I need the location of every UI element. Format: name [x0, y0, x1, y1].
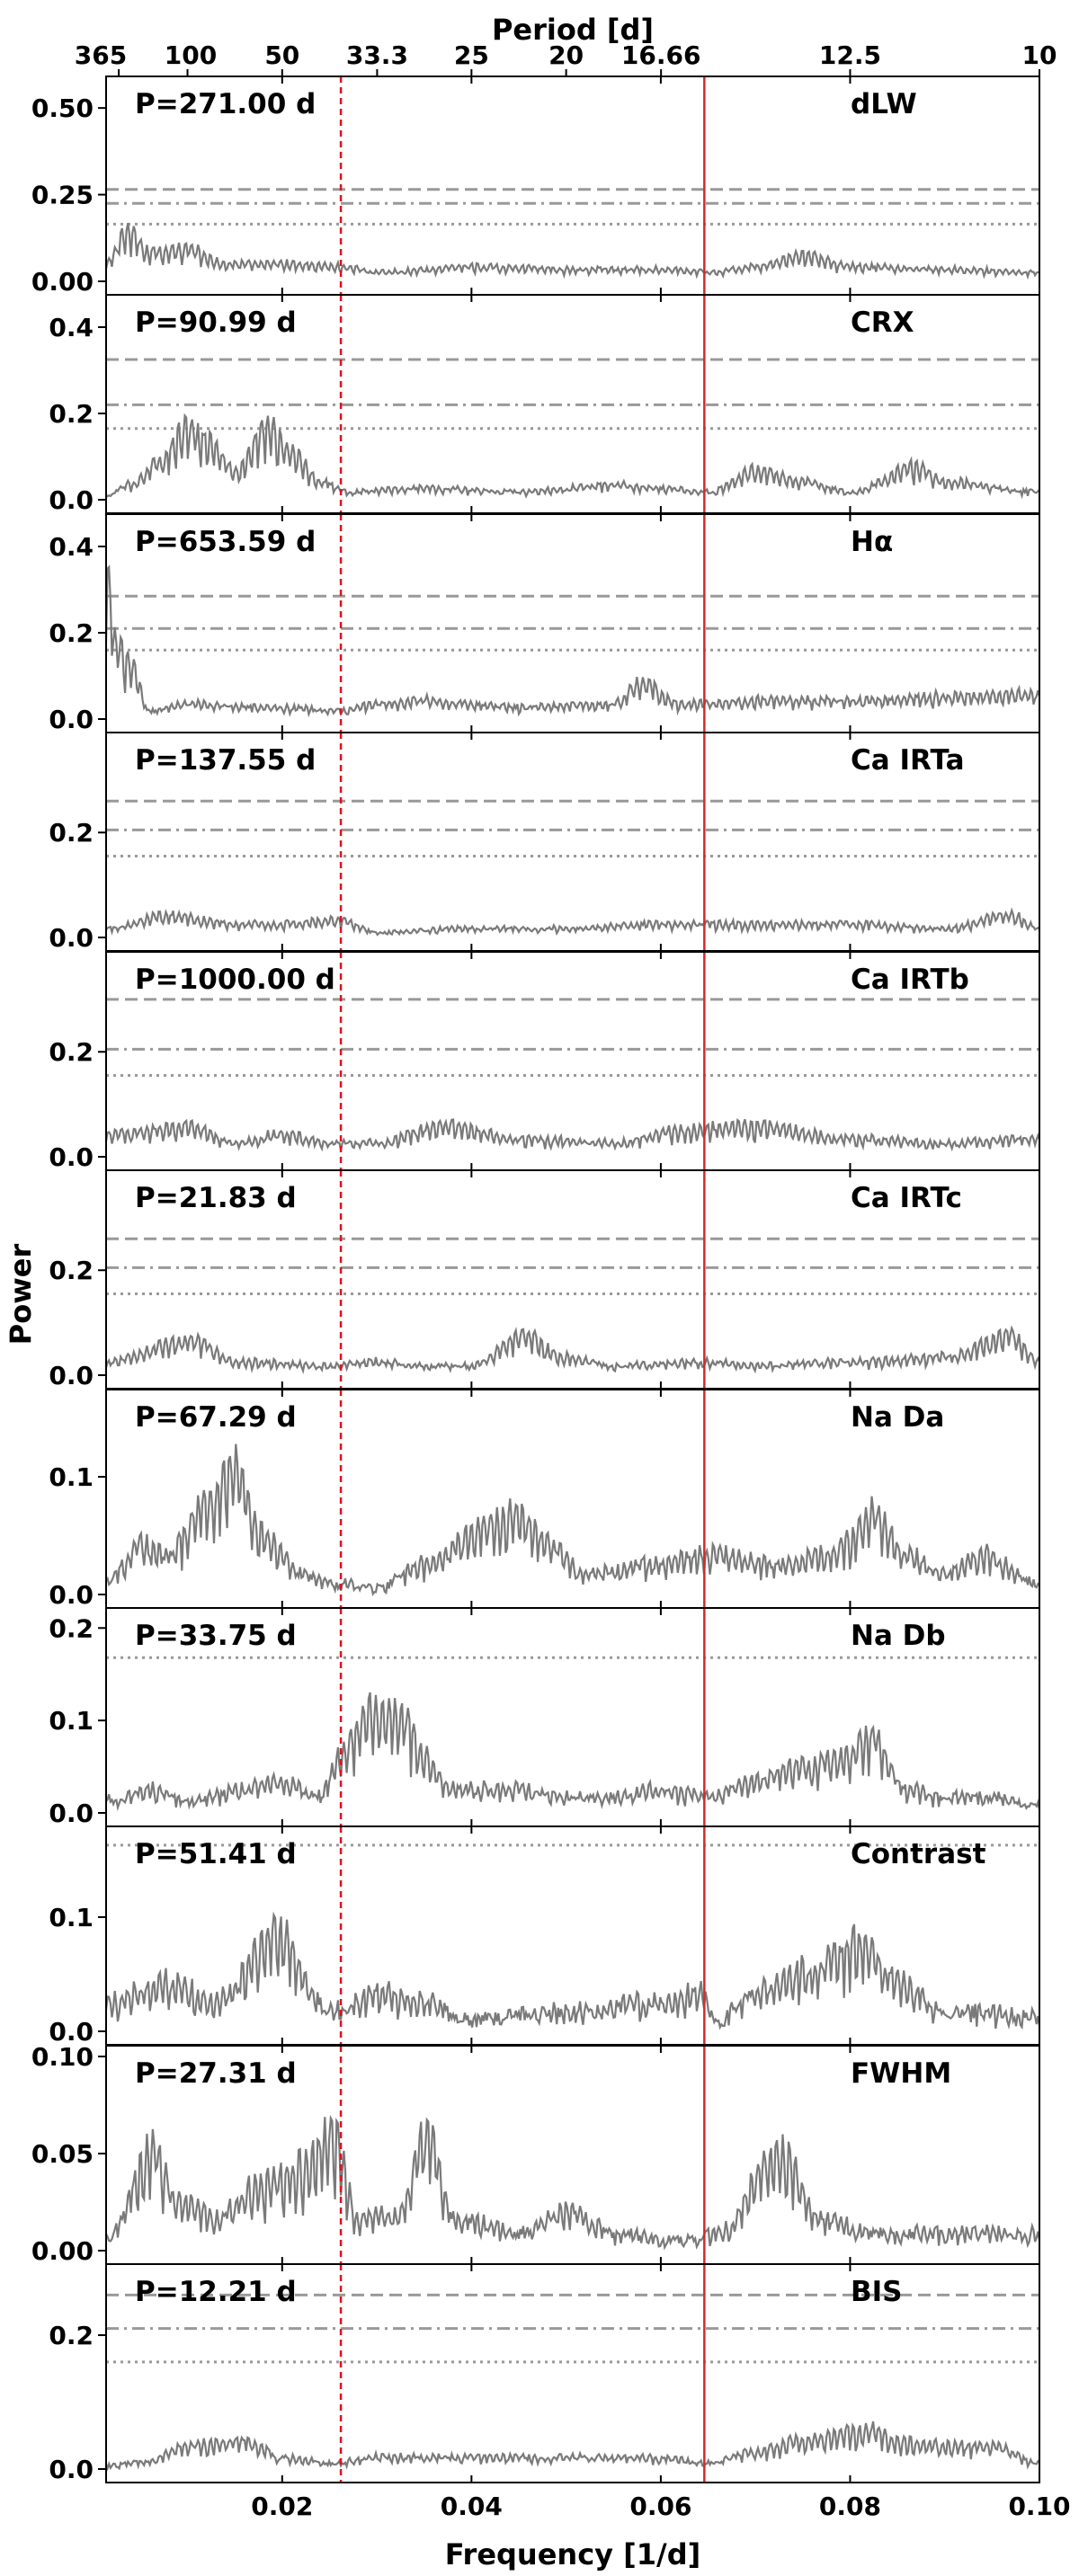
y-tick-label: 0.4	[49, 532, 94, 562]
periodogram-line	[104, 1325, 1040, 1374]
periodogram-line	[105, 413, 1040, 500]
panel-period-label: P=33.75 d	[135, 1620, 297, 1652]
top-axis-tick-label: 100	[165, 40, 217, 70]
y-tick-label: 0.2	[49, 2321, 94, 2350]
x-tick-label: 0.06	[629, 2492, 691, 2521]
top-axis-tick-label: 33.3	[346, 40, 408, 70]
y-tick-label: 0.0	[49, 1142, 94, 1172]
panel-indicator-label: Hα	[851, 526, 893, 558]
panel-period-label: P=67.29 d	[135, 1401, 297, 1434]
x-tick-label: 0.10	[1008, 2492, 1070, 2521]
top-axis-tick-label: 25	[454, 40, 489, 70]
y-tick-label: 0.2	[49, 1037, 94, 1067]
y-tick-label: 0.2	[49, 399, 94, 429]
periodogram-line	[104, 1118, 1041, 1152]
y-tick-label: 0.00	[31, 267, 94, 297]
panel-indicator-label: Na Db	[851, 1620, 946, 1652]
y-tick-label: 0.0	[49, 1361, 94, 1390]
panel-indicator-label: Ca IRTb	[851, 964, 969, 996]
y-tick-label: 0.0	[49, 1799, 94, 1828]
y-tick-label: 0.2	[49, 618, 94, 648]
y-tick-label: 0.0	[49, 2455, 94, 2484]
panel-period-label: P=21.83 d	[135, 1182, 297, 1214]
y-tick-label: 0.05	[31, 2139, 94, 2169]
y-tick-label: 0.0	[49, 923, 94, 953]
y-tick-label: 0.0	[49, 1580, 94, 1610]
y-tick-label: 0.2	[49, 818, 94, 848]
periodogram-line	[104, 1911, 1041, 2030]
y-tick-label: 0.25	[31, 181, 94, 210]
panel-indicator-label: Contrast	[851, 1838, 986, 1870]
panel-indicator-label: Ca IRTa	[851, 744, 965, 777]
panel-indicator-label: FWHM	[851, 2057, 951, 2090]
y-tick-label: 0.00	[31, 2236, 94, 2266]
panel-indicator-label: dLW	[851, 88, 917, 120]
top-axis-tick-label: 50	[264, 40, 299, 70]
panel-period-label: P=90.99 d	[135, 306, 297, 339]
periodogram-line	[105, 1443, 1040, 1597]
y-tick-label: 0.4	[49, 313, 94, 342]
top-axis-tick-label: 12.5	[819, 40, 881, 70]
panel-frame	[105, 2263, 1040, 2483]
panel-period-label: P=27.31 d	[135, 2057, 297, 2090]
y-tick-label: 0.1	[49, 1903, 94, 1932]
x-tick-label: 0.02	[251, 2492, 313, 2521]
y-tick-label: 0.2	[49, 1613, 94, 1643]
periodogram-line	[104, 2421, 1040, 2472]
y-axis-title: Power	[4, 1244, 38, 1346]
top-axis-tick-label: 20	[548, 40, 584, 70]
x-tick-label: 0.04	[441, 2492, 503, 2521]
periodogram-line	[104, 222, 1040, 280]
panel-period-label: P=137.55 d	[135, 744, 316, 777]
periodogram-line	[105, 1692, 1041, 1812]
y-tick-label: 0.2	[49, 1256, 94, 1285]
top-axis-tick-label: 365	[75, 40, 127, 70]
panel-period-label: P=12.21 d	[135, 2276, 297, 2308]
y-tick-label: 0.1	[49, 1462, 94, 1492]
y-tick-label: 0.0	[49, 485, 94, 515]
top-axis-title: Period [d]	[492, 13, 654, 47]
x-tick-label: 0.08	[819, 2492, 881, 2521]
y-tick-label: 0.1	[49, 1706, 94, 1736]
top-axis-tick-label: 10	[1022, 40, 1057, 70]
panel-indicator-label: BIS	[851, 2276, 903, 2308]
x-axis-title: Frequency [1/d]	[445, 2537, 701, 2572]
panel-period-label: P=1000.00 d	[135, 964, 335, 996]
y-tick-label: 0.10	[31, 2042, 94, 2072]
periodogram-line	[105, 907, 1040, 937]
panel-indicator-label: Ca IRTc	[851, 1182, 962, 1214]
panel-indicator-label: CRX	[851, 306, 914, 339]
panel-period-label: P=653.59 d	[135, 526, 316, 558]
panel-period-label: P=271.00 d	[135, 88, 316, 120]
periodogram-line	[104, 564, 1041, 718]
periodogram-line	[105, 2114, 1041, 2251]
panel-period-label: P=51.41 d	[135, 1838, 297, 1870]
y-tick-label: 0.0	[49, 705, 94, 734]
y-tick-label: 0.50	[31, 93, 94, 123]
panel-indicator-label: Na Da	[851, 1401, 944, 1434]
top-axis-tick-label: 16.66	[621, 40, 701, 70]
y-tick-label: 0.0	[49, 2017, 94, 2047]
